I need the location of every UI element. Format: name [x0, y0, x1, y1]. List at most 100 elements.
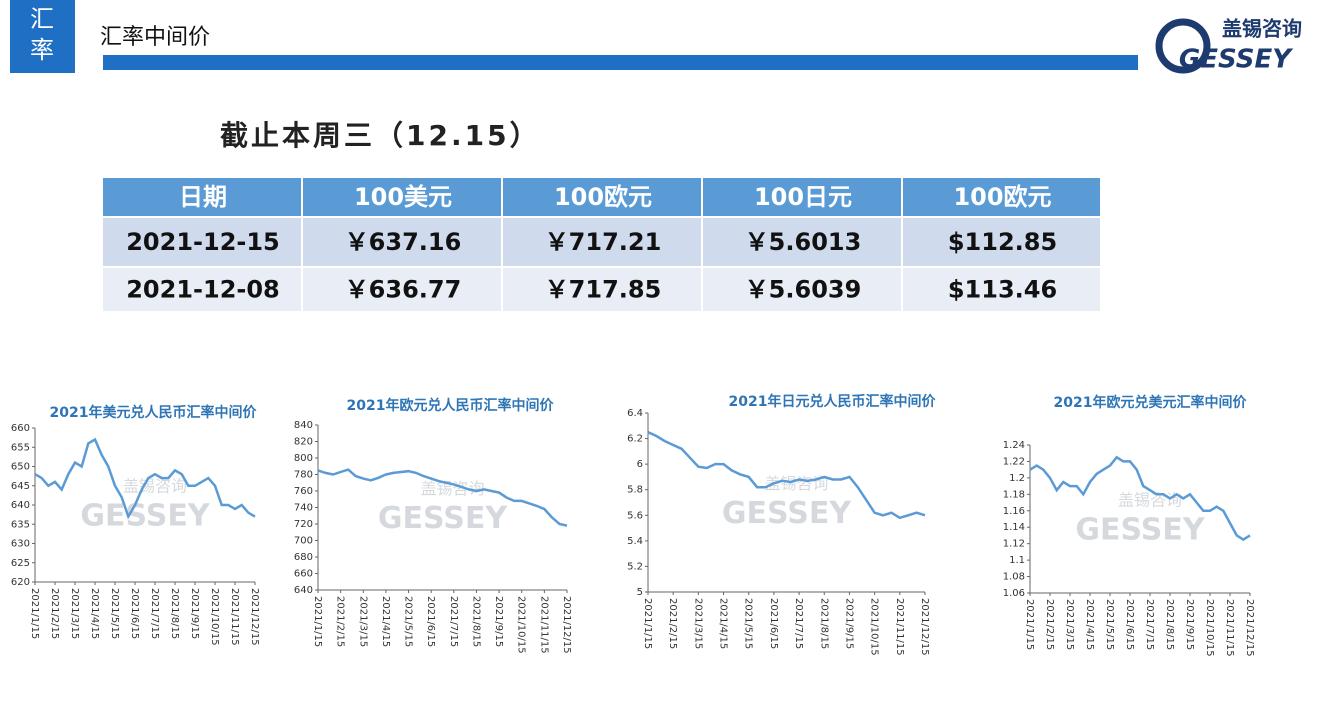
- x-tick-label: 2021/10/15: [1204, 599, 1215, 657]
- title-bar: [103, 55, 1138, 70]
- y-tick-label: 5.6: [627, 510, 643, 521]
- x-tick-label: 2021/2/15: [335, 596, 346, 647]
- x-tick-label: 2021/8/15: [169, 588, 180, 639]
- x-tick-label: 2021/2/15: [49, 588, 60, 639]
- table-cell: [903, 218, 1100, 266]
- column-header: 日期: [179, 183, 227, 211]
- y-tick-label: 625: [11, 558, 30, 569]
- x-tick-label: 2021/11/15: [894, 598, 905, 656]
- x-tick-label: 2021/7/15: [793, 598, 804, 649]
- y-tick-label: 640: [294, 585, 313, 596]
- y-tick-label: 6: [637, 459, 643, 470]
- subtitle: 截止本周三（12.15）: [220, 119, 541, 152]
- column-header: 100美元: [354, 183, 452, 211]
- x-tick-label: 2021/11/15: [229, 588, 240, 646]
- y-tick-label: 5: [637, 587, 643, 598]
- x-tick-label: 2021/10/15: [869, 598, 880, 656]
- watermark-en: GESSEY: [722, 496, 852, 531]
- x-tick-label: 2021/1/15: [312, 596, 323, 647]
- table-text: $112.85: [948, 228, 1057, 256]
- x-tick-label: 2021/1/15: [642, 598, 653, 649]
- page-title: 汇率中间价: [100, 25, 210, 50]
- table-cell: [103, 218, 301, 266]
- table-text: 2021-12-08: [126, 276, 280, 304]
- x-tick-label: 2021/9/15: [493, 596, 504, 647]
- y-tick-label: 1.12: [1003, 539, 1025, 550]
- y-tick-label: 630: [11, 539, 30, 550]
- watermark-cn: 盖锡咨询: [764, 474, 828, 493]
- table-text: $113.46: [948, 276, 1057, 304]
- y-tick-label: 1.1: [1009, 555, 1025, 566]
- chart-title: 2021年美元兑人民币汇率中间价: [50, 404, 258, 421]
- x-tick-label: 2021/3/15: [1064, 599, 1075, 650]
- line: [34, 437, 256, 520]
- y-tick-label: 1.08: [1003, 572, 1025, 583]
- logo-en: GESSEY: [1179, 45, 1294, 75]
- x-tick-label: 2021/5/15: [403, 596, 414, 647]
- y-tick-label: 1.2: [1009, 473, 1025, 484]
- y-tick-label: 1.22: [1003, 456, 1025, 467]
- table-text: 2021-12-15: [126, 228, 280, 256]
- x-tick-label: 2021/7/15: [448, 596, 459, 647]
- y-tick-label: 660: [11, 423, 30, 434]
- y-tick-label: 640: [11, 500, 30, 511]
- y-tick-label: 740: [294, 503, 313, 514]
- table-text: ￥637.16: [345, 228, 462, 256]
- table-cell: [703, 268, 901, 311]
- x-tick-label: 2021/4/15: [89, 588, 100, 639]
- x-tick-label: 2021/2/15: [667, 598, 678, 649]
- y-tick-label: 1.16: [1003, 506, 1025, 517]
- logo-ring: [1155, 18, 1211, 74]
- y-tick-label: 5.4: [627, 536, 643, 547]
- x-tick-label: 2021/12/15: [919, 598, 930, 656]
- y-tick-label: 5.2: [627, 561, 643, 572]
- y-tick-label: 635: [11, 519, 30, 530]
- y-tick-label: 645: [11, 481, 30, 492]
- x-tick-label: 2021/4/15: [718, 598, 729, 649]
- x-tick-label: 2021/4/15: [380, 596, 391, 647]
- x-tick-label: 2021/4/15: [1084, 599, 1095, 650]
- x-tick-label: 2021/2/15: [1044, 599, 1055, 650]
- table: 日期 100美元 100欧元 100日元 100欧元 2021-12-15 ￥637.16 ￥…: [103, 178, 1100, 311]
- x-tick-label: 2021/3/15: [69, 588, 80, 639]
- x-tick-label: 2021/5/15: [109, 588, 120, 639]
- chart-title: 2021年欧元兑人民币汇率中间价: [347, 397, 555, 414]
- table-text: ￥5.6013: [745, 228, 862, 256]
- x-tick-label: 2021/5/15: [1104, 599, 1115, 650]
- y-tick-label: 840: [294, 420, 313, 431]
- y-tick-label: 680: [294, 552, 313, 563]
- logo-cn: 盖锡咨询: [1222, 17, 1302, 41]
- badge: [10, 0, 75, 73]
- x-tick-label: 2021/8/15: [1164, 599, 1175, 650]
- x-tick-label: 2021/8/15: [818, 598, 829, 649]
- y-tick-label: 1.06: [1003, 588, 1025, 599]
- x-tick-label: 2021/8/15: [470, 596, 481, 647]
- table-cell: [103, 268, 301, 311]
- table-text: ￥717.85: [545, 276, 662, 304]
- table-cell: [703, 178, 901, 216]
- x-tick-label: 2021/11/15: [1224, 599, 1235, 657]
- line: [317, 468, 568, 527]
- table-cell: [303, 178, 501, 216]
- table-cell: [103, 178, 301, 216]
- y-tick-label: 650: [11, 462, 30, 473]
- x-tick-label: 2021/1/15: [1024, 599, 1035, 650]
- x-tick-label: 2021/6/15: [1124, 599, 1135, 650]
- y-tick-label: 800: [294, 453, 313, 464]
- table-cell: [303, 218, 501, 266]
- y-tick-label: 1.14: [1003, 522, 1025, 533]
- badge-char: 率: [30, 36, 54, 64]
- chart-title: 2021年日元兑人民币汇率中间价: [729, 393, 937, 410]
- x-tick-label: 2021/12/15: [561, 596, 572, 654]
- watermark-cn: 盖锡咨询: [123, 477, 187, 496]
- y-tick-label: 1.24: [1003, 440, 1025, 451]
- x-tick-label: 2021/3/15: [692, 598, 703, 649]
- column-header: 100日元: [754, 183, 852, 211]
- y-tick-label: 6.2: [627, 434, 643, 445]
- column-header: 100欧元: [554, 183, 652, 211]
